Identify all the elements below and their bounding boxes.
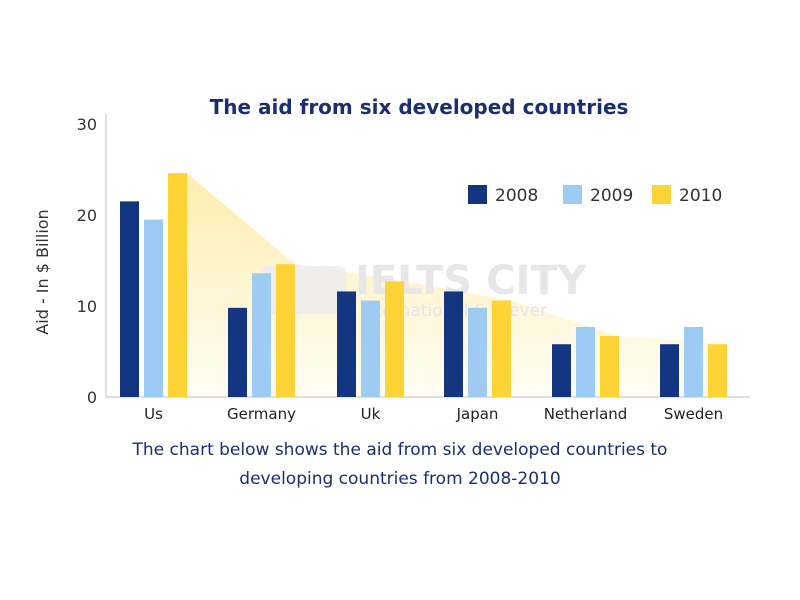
x-tick-label: Netherland — [544, 405, 628, 423]
chart-caption: The chart below shows the aid from six d… — [60, 436, 740, 494]
chart-title: The aid from six developed countries — [210, 95, 629, 119]
caption-line-1: The chart below shows the aid from six d… — [132, 440, 668, 460]
y-tick-label: 10 — [77, 297, 97, 316]
bar-japan-2010 — [492, 300, 511, 397]
bar-us-2009 — [144, 219, 163, 397]
y-tick-label: 30 — [77, 115, 97, 134]
x-tick-label: Sweden — [664, 405, 723, 423]
bar-sweden-2010 — [708, 344, 727, 397]
caption-line-2: developing countries from 2008-2010 — [239, 469, 561, 489]
legend-label-2010: 2010 — [679, 186, 722, 206]
watermark-logo — [262, 266, 346, 314]
y-ticks: 0 10 20 30 — [77, 115, 97, 407]
legend-label-2008: 2008 — [495, 186, 538, 206]
bar-netherland-2010 — [600, 336, 619, 397]
bar-germany-2010 — [276, 264, 295, 397]
watermark: IELTS CITY International & Clever — [262, 258, 588, 321]
bar-sweden-2008 — [660, 344, 679, 397]
y-axis-label: Aid - In $ Billion — [33, 209, 52, 334]
bar-us-2008 — [120, 201, 139, 397]
legend: 2008 2009 2010 — [468, 185, 722, 206]
bar-japan-2009 — [468, 307, 487, 397]
bar-uk-2009 — [361, 300, 380, 397]
bar-uk-2008 — [337, 291, 356, 397]
bar-netherland-2008 — [552, 344, 571, 397]
legend-swatch-2009 — [563, 185, 582, 204]
y-tick-label: 20 — [77, 206, 97, 225]
x-tick-label: Us — [144, 405, 163, 423]
legend-swatch-2008 — [468, 185, 487, 204]
bar-japan-2008 — [444, 291, 463, 397]
x-tick-label: Uk — [361, 405, 381, 423]
legend-label-2009: 2009 — [590, 186, 633, 206]
bar-sweden-2009 — [684, 326, 703, 397]
bar-us-2010 — [168, 173, 187, 397]
x-tick-label: Japan — [456, 405, 499, 423]
bar-germany-2009 — [252, 273, 271, 397]
category-labels: Us Germany Uk Japan Netherland Sweden — [144, 405, 723, 423]
bar-uk-2010 — [385, 281, 404, 397]
legend-swatch-2010 — [652, 185, 671, 204]
x-tick-label: Germany — [227, 405, 296, 423]
bars — [120, 173, 727, 397]
y-tick-label: 0 — [87, 388, 97, 407]
bar-netherland-2009 — [576, 326, 595, 397]
bar-germany-2008 — [228, 307, 247, 397]
